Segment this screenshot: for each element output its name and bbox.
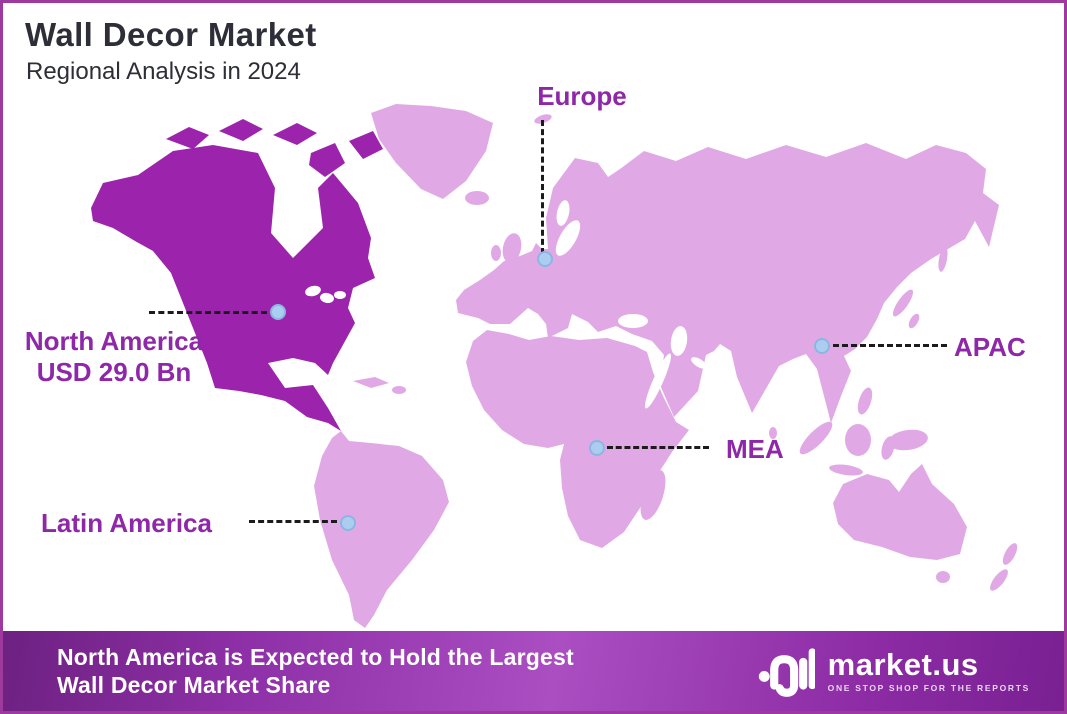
connector-mea [607, 446, 709, 449]
island-java [829, 464, 863, 476]
arctic-island-1 [166, 127, 209, 149]
island-japan-main [892, 289, 914, 317]
footer-headline-line1: North America is Expected to Hold the La… [57, 644, 574, 670]
island-madagascar [640, 470, 666, 520]
header: Wall Decor Market Regional Analysis in 2… [25, 17, 317, 85]
footer-banner: North America is Expected to Hold the La… [3, 631, 1064, 711]
lake-michigan-huron [320, 292, 334, 304]
brand-logo: market.us ONE STOP SHOP FOR THE REPORTS [757, 643, 1030, 699]
continent-eurasia [456, 143, 999, 423]
marker-latin-america [340, 515, 356, 531]
footer-headline: North America is Expected to Hold the La… [57, 643, 574, 699]
label-latin-america: Latin America [41, 508, 212, 539]
sea-caspian [670, 326, 688, 356]
marker-mea [589, 440, 605, 456]
brand-text: market.us ONE STOP SHOP FOR THE REPORTS [827, 647, 1030, 694]
marker-apac [814, 338, 830, 354]
continent-australia [833, 464, 967, 560]
marker-europe [537, 251, 553, 267]
island-ireland [491, 245, 501, 261]
arctic-island-5 [349, 131, 383, 159]
brand-name: market.us [827, 647, 979, 682]
region-north-america-shape [91, 145, 375, 431]
world-map [91, 104, 1018, 628]
island-new-zealand-south [990, 569, 1008, 591]
page-subtitle: Regional Analysis in 2024 [26, 58, 301, 85]
footer-headline-line2: Wall Decor Market Share [57, 672, 331, 698]
island-iceland [465, 191, 489, 205]
island-japan-south [908, 313, 920, 329]
market-us-logo-icon [758, 648, 815, 697]
connector-north-america [149, 311, 267, 314]
sea-persian-gulf [691, 357, 707, 369]
island-svalbard [534, 114, 552, 124]
label-mea-text: MEA [726, 434, 784, 464]
sea-black [618, 314, 648, 328]
connector-europe [541, 120, 544, 254]
page-title: Wall Decor Market [25, 16, 317, 53]
continent-south-america [314, 431, 449, 628]
island-sumatra [799, 421, 833, 455]
connector-latin-america [249, 520, 337, 523]
label-north-america-value: USD 29.0 Bn [36, 357, 192, 387]
island-sakhalin [938, 246, 948, 272]
label-europe: Europe [517, 81, 647, 112]
continent-africa [466, 330, 689, 548]
arctic-island-4 [309, 143, 345, 177]
island-sri-lanka [769, 427, 777, 439]
island-uk [502, 233, 522, 263]
lake-ontario-erie [334, 291, 346, 299]
island-new-zealand-north [1002, 543, 1018, 565]
arctic-island-2 [219, 119, 263, 141]
label-north-america: North America USD 29.0 Bn [11, 326, 217, 388]
label-apac: APAC [954, 332, 1026, 363]
connector-apac [833, 344, 947, 347]
island-hispaniola [392, 386, 406, 394]
marker-north-america [270, 304, 286, 320]
lake-superior [305, 285, 321, 297]
island-borneo [845, 424, 871, 456]
label-mea: MEA [726, 434, 784, 465]
brand-tagline: ONE STOP SHOP FOR THE REPORTS [827, 683, 1030, 693]
label-north-america-text: North America [24, 326, 204, 356]
island-philippines [857, 387, 873, 415]
sea-bothnia [556, 200, 570, 226]
island-tasmania [936, 571, 950, 583]
sea-baltic [555, 220, 581, 256]
label-latin-america-text: Latin America [41, 508, 212, 538]
island-cuba [353, 377, 389, 388]
sea-red [644, 353, 672, 409]
label-europe-text: Europe [537, 81, 627, 111]
island-greenland [371, 104, 493, 199]
island-new-guinea [888, 429, 928, 451]
arctic-island-3 [273, 123, 317, 145]
label-apac-text: APAC [954, 332, 1026, 362]
